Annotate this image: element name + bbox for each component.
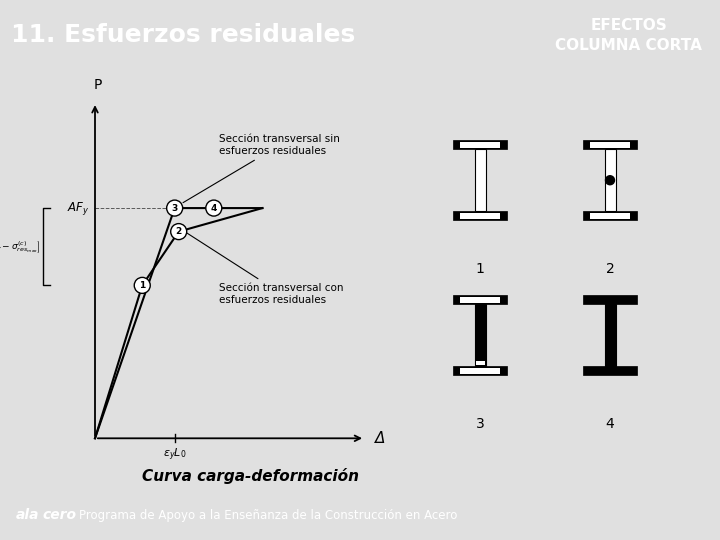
Text: 3: 3 xyxy=(476,417,485,431)
Circle shape xyxy=(171,224,186,240)
Bar xyxy=(453,140,507,149)
Text: Curva carga-deformación: Curva carga-deformación xyxy=(142,468,359,484)
Text: EFECTOS
COLUMNA CORTA: EFECTOS COLUMNA CORTA xyxy=(555,18,702,52)
Bar xyxy=(605,304,616,366)
Bar xyxy=(475,338,485,365)
Text: P: P xyxy=(94,78,102,92)
Bar xyxy=(605,149,616,211)
Bar xyxy=(583,295,637,304)
Text: $AF_y$: $AF_y$ xyxy=(67,200,89,217)
Bar xyxy=(460,368,500,374)
Text: 3: 3 xyxy=(171,204,178,213)
Bar xyxy=(474,304,485,366)
Bar xyxy=(590,213,630,219)
Circle shape xyxy=(206,200,222,216)
Bar xyxy=(460,297,500,303)
Bar xyxy=(474,149,485,211)
Text: 1: 1 xyxy=(139,281,145,290)
Bar xyxy=(453,366,507,375)
Text: 11. Esfuerzos residuales: 11. Esfuerzos residuales xyxy=(11,23,355,47)
Circle shape xyxy=(166,200,183,216)
Bar xyxy=(590,141,630,148)
Text: Sección transversal con
esfuerzos residuales: Sección transversal con esfuerzos residu… xyxy=(187,233,343,305)
Text: 2: 2 xyxy=(176,227,182,236)
Bar xyxy=(583,140,637,149)
Text: 4: 4 xyxy=(211,204,217,213)
Bar xyxy=(460,213,500,219)
Bar xyxy=(583,211,637,220)
Circle shape xyxy=(606,176,614,185)
Text: 4: 4 xyxy=(606,417,614,431)
Bar xyxy=(583,366,637,375)
Circle shape xyxy=(134,278,150,293)
Text: ala: ala xyxy=(16,508,40,522)
Text: cero: cero xyxy=(42,508,76,522)
Text: 1: 1 xyxy=(476,262,485,276)
Text: $A \left[F_y - \sigma^{(c)}_{res_{max}}\right]$: $A \left[F_y - \sigma^{(c)}_{res_{max}}\… xyxy=(0,239,41,255)
Bar xyxy=(475,361,485,365)
Text: Δ: Δ xyxy=(375,431,385,446)
Text: $\varepsilon_y L_0$: $\varepsilon_y L_0$ xyxy=(163,446,186,463)
Bar xyxy=(453,295,507,304)
Text: 2: 2 xyxy=(606,262,614,276)
Bar xyxy=(453,211,507,220)
Bar xyxy=(460,141,500,148)
Text: Sección transversal sin
esfuerzos residuales: Sección transversal sin esfuerzos residu… xyxy=(183,134,340,202)
Text: Programa de Apoyo a la Enseñanza de la Construcción en Acero: Programa de Apoyo a la Enseñanza de la C… xyxy=(79,509,458,522)
